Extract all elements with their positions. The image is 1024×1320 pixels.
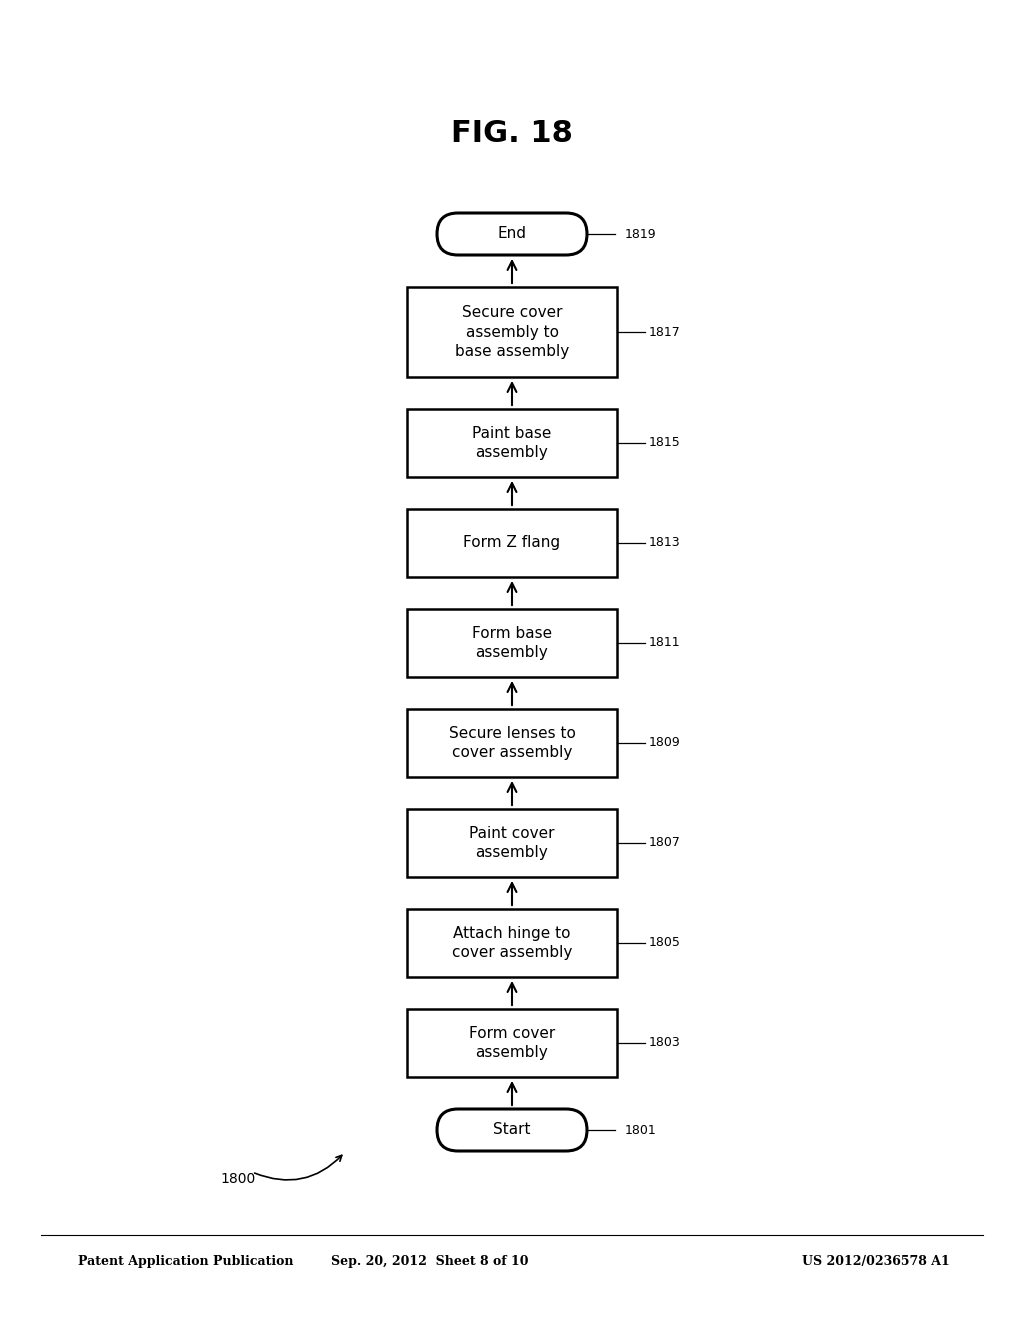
Text: Form Z flang: Form Z flang (464, 536, 560, 550)
Text: Form base
assembly: Form base assembly (472, 626, 552, 660)
Text: End: End (498, 227, 526, 242)
Text: Paint base
assembly: Paint base assembly (472, 426, 552, 461)
FancyBboxPatch shape (437, 213, 587, 255)
Text: 1800: 1800 (220, 1172, 255, 1185)
FancyBboxPatch shape (407, 510, 617, 577)
Text: 1813: 1813 (649, 536, 681, 549)
Text: US 2012/0236578 A1: US 2012/0236578 A1 (802, 1255, 950, 1269)
Text: 1807: 1807 (649, 837, 681, 850)
Text: Patent Application Publication: Patent Application Publication (78, 1255, 294, 1269)
Text: 1805: 1805 (649, 936, 681, 949)
FancyBboxPatch shape (407, 909, 617, 977)
Text: Form cover
assembly: Form cover assembly (469, 1026, 555, 1060)
Text: FIG. 18: FIG. 18 (451, 119, 573, 148)
Text: 1817: 1817 (649, 326, 681, 338)
Text: 1803: 1803 (649, 1036, 681, 1049)
Text: Start: Start (494, 1122, 530, 1138)
FancyBboxPatch shape (407, 409, 617, 477)
Text: Attach hinge to
cover assembly: Attach hinge to cover assembly (452, 925, 572, 960)
FancyBboxPatch shape (407, 609, 617, 677)
FancyBboxPatch shape (407, 1008, 617, 1077)
FancyBboxPatch shape (437, 1109, 587, 1151)
FancyBboxPatch shape (407, 709, 617, 777)
Text: 1811: 1811 (649, 636, 681, 649)
Text: 1819: 1819 (625, 227, 656, 240)
Text: 1801: 1801 (625, 1123, 656, 1137)
Text: Secure cover
assembly to
base assembly: Secure cover assembly to base assembly (455, 305, 569, 359)
FancyBboxPatch shape (407, 286, 617, 378)
Text: Secure lenses to
cover assembly: Secure lenses to cover assembly (449, 726, 575, 760)
Text: Sep. 20, 2012  Sheet 8 of 10: Sep. 20, 2012 Sheet 8 of 10 (331, 1255, 528, 1269)
Text: 1809: 1809 (649, 737, 681, 750)
Text: 1815: 1815 (649, 437, 681, 450)
Text: Paint cover
assembly: Paint cover assembly (469, 826, 555, 861)
FancyBboxPatch shape (407, 809, 617, 876)
